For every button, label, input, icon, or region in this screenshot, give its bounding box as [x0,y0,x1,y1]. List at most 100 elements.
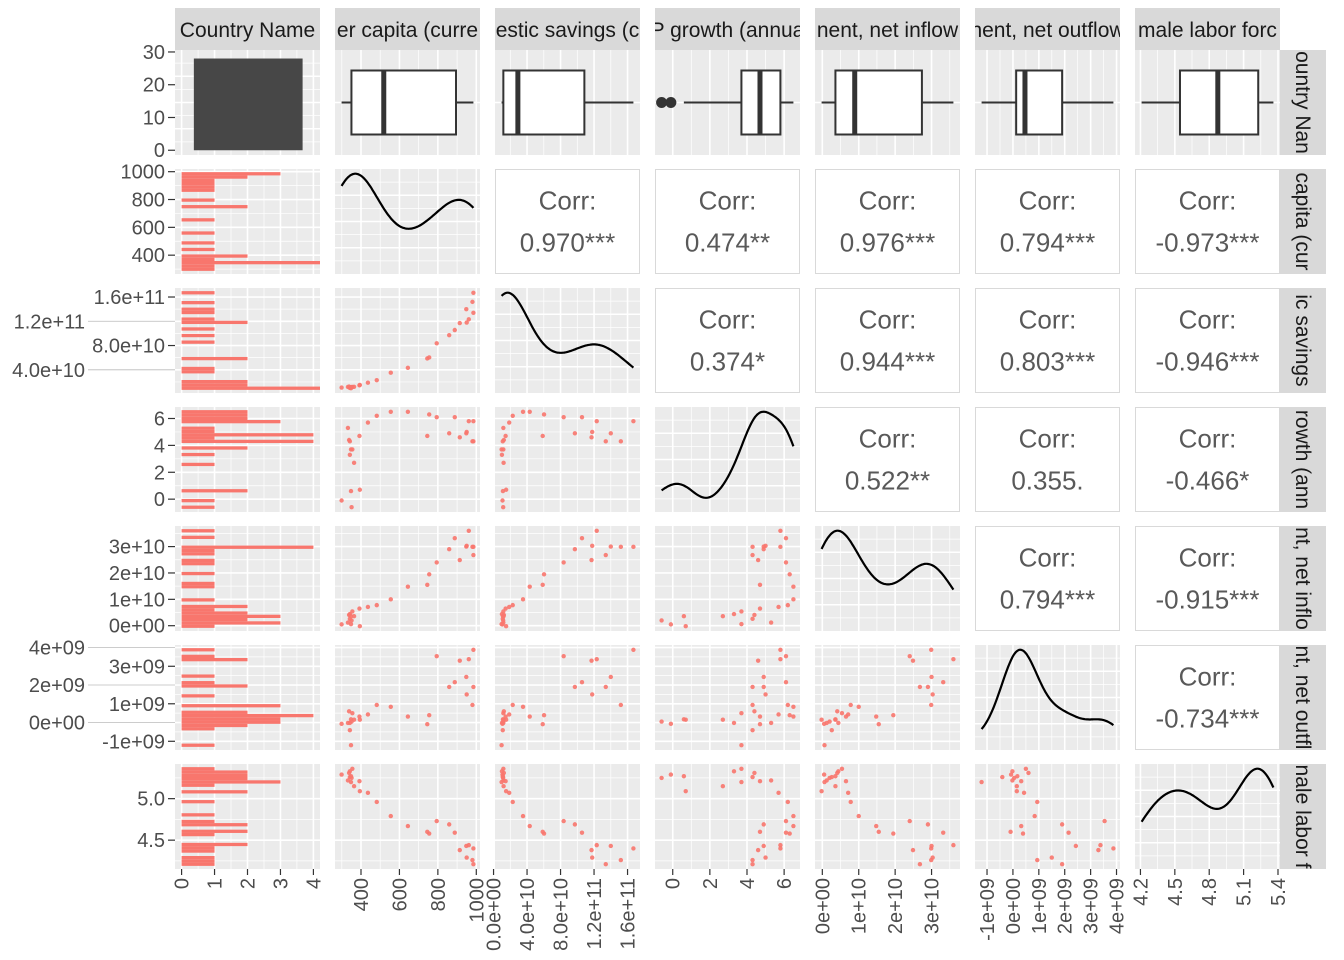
panel [175,169,320,274]
scatter-point [357,779,362,784]
scatter-point [791,823,796,829]
corr-label: Corr: [539,186,597,216]
scatter-point [763,855,768,860]
histogram-bar [181,704,281,708]
y-tick-label: 600 [132,217,165,239]
y-tick-label: 800 [132,190,165,212]
panel [335,764,480,869]
scatter-point [527,823,532,829]
scatter-point [464,543,469,549]
scatter-point [351,384,357,389]
scatter-point [928,846,934,851]
panel [815,645,960,750]
histogram-bar [181,598,215,602]
histogram-bar [181,710,248,714]
x-tick-label: 1000 [466,878,488,923]
histogram-bar [181,231,215,235]
panel: Corr: -0.466* [1135,407,1280,512]
scatter-point [348,743,354,748]
scatter-point [589,658,594,663]
scatter-point [589,847,594,853]
scatter-point [791,597,796,602]
y-tick-label: 3e+09 [109,656,165,678]
scatter-point [471,647,476,652]
corr-label: Corr: [1179,424,1237,454]
scatter-point [739,621,744,627]
scatter-point [603,684,608,690]
scatter-point [471,862,476,867]
scatter-point [910,847,916,853]
panel [175,407,320,512]
scatter-point [757,829,763,835]
x-tick-label: 1e+10 [849,878,871,934]
corr-value: 0.522** [845,466,930,496]
scatter-point [763,543,768,549]
scatter-point [683,788,688,794]
scatter-point [357,606,362,611]
scatter-point [425,582,430,588]
x-tick-label: 0e+00 [812,878,834,934]
histogram-bar [181,535,215,540]
scatter-point [618,702,624,708]
scatter-point [434,818,439,824]
scatter-point [347,439,353,444]
scatter-point [1026,770,1031,776]
corr-panel [815,407,960,512]
panel-background [815,645,960,750]
scatter-point [778,842,783,848]
histogram-bar [181,624,215,628]
histogram-bar [181,307,215,311]
scatter-point [500,505,506,510]
scatter-point [856,813,861,819]
x-tick-label: 600 [389,878,411,911]
strip-label: capita (cur [1291,172,1314,270]
histogram-bar [181,727,215,731]
scatter-point [464,674,469,680]
strip-label: Country Name [180,19,315,42]
panel [335,645,480,750]
scatter-point [618,857,624,863]
histogram-bar [181,462,215,467]
scatter-point [761,822,766,827]
scatter-point [579,535,585,541]
histogram-bar [181,383,248,387]
histogram-bar [181,429,215,434]
scatter-point [1008,829,1013,835]
y-tick-label: 8.0e+10 [92,336,165,358]
scatter-point [1012,775,1017,781]
scatter-point [510,702,515,708]
scatter-point [339,385,344,390]
x-tick-label: 2e+10 [885,878,907,934]
histogram-bar [181,658,248,662]
scatter-point [579,830,585,835]
histogram-bar [181,178,215,183]
scatter-point [561,560,566,565]
scatter-point [761,843,766,849]
corr-label: Corr: [859,305,917,335]
scatter-point [618,439,624,444]
strip-top [175,8,320,50]
scatter-point [507,420,512,425]
histogram-bar [181,317,215,321]
scatter-point [917,684,923,690]
histogram-bar [181,674,215,678]
x-tick-label: 4.8 [1199,878,1221,906]
scatter-point [434,560,439,565]
scatter-point [750,702,755,708]
scatter-point [1096,847,1101,853]
scatter-point [681,614,687,619]
corr-panel [975,526,1120,631]
corr-value: 0.374* [690,347,765,377]
strip-top [335,8,480,50]
scatter-point [500,728,505,733]
scatter-point [750,616,755,622]
density-curve [340,172,475,230]
histogram-bar [181,823,248,827]
histogram-bar [181,505,215,509]
x-tick-label: 4.5 [1165,878,1187,906]
scatter-point [783,830,789,835]
histogram-bar [181,327,215,331]
scatter-point [374,702,379,708]
panel-background [495,407,640,512]
scatter-point [731,720,737,726]
